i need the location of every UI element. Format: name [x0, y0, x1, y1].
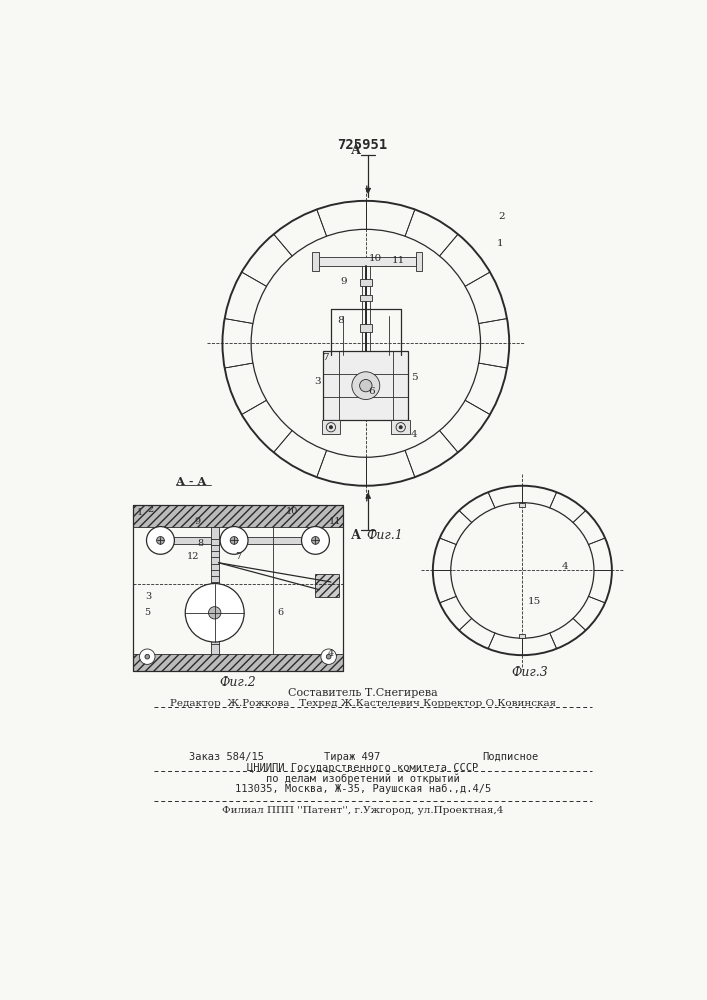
Text: 4: 4 — [328, 649, 334, 658]
Text: Подписное: Подписное — [483, 752, 539, 762]
Text: 9: 9 — [194, 517, 201, 526]
Circle shape — [327, 654, 331, 659]
Text: 6: 6 — [369, 387, 375, 396]
Circle shape — [156, 537, 164, 544]
Text: 15: 15 — [527, 597, 541, 606]
Text: Тираж 497: Тираж 497 — [324, 752, 380, 762]
Text: 12: 12 — [187, 552, 199, 561]
Text: ЦНИИПИ Государственного комитета СССР: ЦНИИПИ Государственного комитета СССР — [247, 763, 479, 773]
Circle shape — [139, 649, 155, 664]
Bar — [392, 420, 410, 434]
Bar — [519, 634, 525, 638]
Circle shape — [321, 649, 337, 664]
Text: 10: 10 — [368, 254, 382, 263]
Bar — [519, 503, 525, 507]
Text: 3: 3 — [146, 592, 152, 601]
Text: 1: 1 — [136, 508, 143, 517]
Text: 7: 7 — [235, 552, 241, 561]
Bar — [322, 420, 340, 434]
Circle shape — [209, 607, 221, 619]
Text: 4: 4 — [411, 430, 417, 439]
Bar — [360, 324, 372, 332]
Circle shape — [185, 584, 244, 642]
Text: по делам изобретений и открытий: по делам изобретений и открытий — [266, 773, 460, 784]
Text: 5: 5 — [144, 608, 151, 617]
Bar — [360, 279, 372, 286]
Text: 2: 2 — [498, 212, 505, 221]
Circle shape — [399, 426, 402, 429]
Text: Фиг.3: Фиг.3 — [512, 666, 549, 679]
Text: 8: 8 — [198, 539, 204, 548]
Bar — [323, 351, 409, 420]
Circle shape — [146, 527, 175, 554]
Polygon shape — [315, 574, 339, 597]
Text: 10: 10 — [286, 507, 298, 516]
Text: 11: 11 — [392, 256, 405, 265]
Circle shape — [352, 372, 380, 400]
Text: Фиг.1: Фиг.1 — [367, 529, 404, 542]
Bar — [134, 505, 343, 671]
Text: А: А — [351, 144, 361, 157]
Circle shape — [220, 527, 248, 554]
Bar — [134, 505, 343, 527]
Circle shape — [312, 537, 320, 544]
Circle shape — [360, 379, 372, 392]
Text: 6: 6 — [278, 608, 284, 617]
Text: А: А — [351, 529, 361, 542]
Circle shape — [230, 537, 238, 544]
Text: 7: 7 — [322, 353, 329, 362]
Text: А - А: А - А — [176, 476, 206, 487]
Bar — [360, 295, 372, 301]
Text: 11: 11 — [329, 517, 341, 526]
Bar — [315, 257, 416, 266]
Bar — [151, 537, 325, 544]
Text: Редактор  Ж.Рожкова   Техред Ж.Кастелевич Корректор О.Ковинская: Редактор Ж.Рожкова Техред Ж.Кастелевич К… — [170, 699, 556, 708]
Text: 4: 4 — [561, 562, 568, 571]
Text: Составитель Т.Снегирева: Составитель Т.Снегирева — [288, 688, 438, 698]
Text: 3: 3 — [315, 377, 321, 386]
Circle shape — [301, 527, 329, 554]
Text: 725951: 725951 — [338, 138, 388, 152]
Text: Заказ 584/15: Заказ 584/15 — [189, 752, 264, 762]
Circle shape — [145, 654, 150, 659]
Text: 8: 8 — [338, 316, 344, 325]
Text: Филиал ППП ''Патент'', г.Ужгород, ул.Проектная,4: Филиал ППП ''Патент'', г.Ужгород, ул.Про… — [222, 806, 503, 815]
Text: 2: 2 — [147, 505, 153, 514]
Text: 9: 9 — [341, 277, 347, 286]
Text: Фиг.2: Фиг.2 — [220, 676, 257, 689]
Text: 5: 5 — [411, 373, 417, 382]
Text: 1: 1 — [496, 239, 503, 248]
Bar — [416, 252, 422, 271]
Text: 113035, Москва, Ж-35, Раушская наб.,д.4/5: 113035, Москва, Ж-35, Раушская наб.,д.4/… — [235, 784, 491, 794]
Circle shape — [204, 616, 226, 637]
Circle shape — [329, 426, 332, 429]
Bar — [134, 654, 343, 671]
Bar — [211, 527, 218, 654]
Bar — [312, 252, 319, 271]
